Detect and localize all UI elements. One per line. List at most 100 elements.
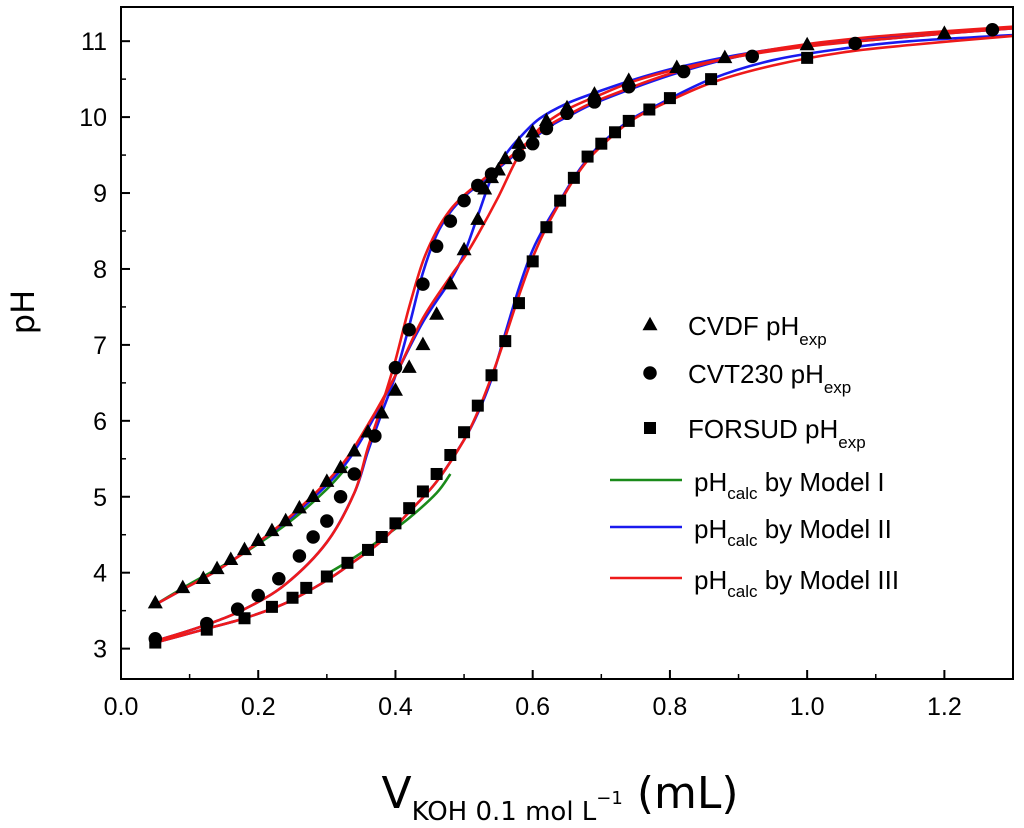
cvdf-point	[333, 459, 349, 474]
x-axis-label: VKOH 0.1 mol L−1 (mL)	[381, 768, 738, 827]
forsud-point	[609, 126, 622, 139]
x-tick-label: 1.0	[790, 693, 825, 721]
y-tick-label: 9	[93, 180, 107, 208]
cvdf-point	[717, 49, 733, 64]
cvt230-point	[622, 79, 636, 94]
forsud-point	[362, 543, 375, 556]
forsud-point	[403, 502, 416, 515]
cvt230-point	[333, 490, 348, 504]
legend: CVDF pHexp CVT230 pHexp FORSUD pHexp pHcalc…	[610, 311, 899, 601]
x-tick-label: 1.2	[927, 693, 962, 721]
legend-marker-forsud	[644, 422, 656, 434]
cvt230-point	[368, 429, 382, 443]
x-label-unit: (mL)	[623, 768, 739, 819]
cvdf-point	[291, 499, 307, 514]
cvt230-point	[388, 360, 403, 375]
forsud-point	[458, 426, 471, 439]
cvdf-point	[264, 522, 280, 537]
cvt230-point	[429, 239, 444, 253]
x-tick-label: 0.4	[378, 693, 413, 721]
cvdf-point	[147, 594, 163, 609]
experimental-markers	[147, 23, 1000, 649]
cvt230-point	[251, 588, 265, 603]
y-tick-label: 3	[93, 636, 107, 664]
cvdf-point	[429, 306, 445, 320]
forsud-point	[801, 51, 814, 64]
forsud-point	[300, 581, 313, 594]
cvdf-point	[538, 112, 554, 127]
forsud-point	[663, 92, 676, 105]
legend-label: CVDF pHexp	[688, 311, 827, 349]
forsud-point	[149, 636, 162, 649]
forsud-point	[595, 137, 608, 150]
y-tick-label: 4	[93, 560, 107, 588]
cvt230-point	[306, 530, 320, 544]
cvt230-point	[560, 106, 574, 121]
cvt230-point	[676, 64, 691, 79]
cvt230-point	[416, 277, 430, 291]
cvdf-point	[250, 532, 266, 547]
forsud-point	[485, 369, 498, 382]
cvdf-point	[415, 336, 431, 351]
legend-label: pHcalc by Model I	[694, 467, 885, 503]
y-tick-label: 11	[81, 28, 107, 56]
legend-marker-cvt230	[643, 366, 657, 380]
cvdf-point	[374, 404, 390, 419]
x-tick-label: 0.6	[515, 693, 550, 721]
forsud-point	[416, 485, 429, 498]
forsud-point	[705, 73, 718, 86]
model-2-curve-3	[154, 33, 1014, 644]
cvdf-point	[936, 25, 952, 39]
forsud-point	[643, 103, 656, 116]
cvt230-point	[347, 467, 362, 481]
cvt230-point	[292, 549, 307, 563]
cvdf-point	[586, 86, 602, 100]
cvdf-point	[401, 359, 417, 373]
cvdf-point	[278, 512, 294, 527]
cvdf-point	[195, 570, 211, 585]
forsud-point	[341, 556, 354, 569]
axis-ticks: 0.0 0.2 0.4 0.6 0.8 1.0 1.2 3 4 5 6 7 8 9 10 11	[79, 28, 1014, 721]
legend-label: pHcalc by Model II	[694, 514, 892, 550]
y-tick-label: 6	[93, 408, 107, 436]
forsud-point	[540, 221, 553, 234]
x-label-sup: −1	[596, 788, 623, 809]
cvt230-point	[587, 95, 602, 109]
cvt230-point	[539, 121, 554, 136]
forsud-point	[389, 517, 402, 530]
cvdf-point	[497, 150, 513, 165]
cvdf-point	[442, 275, 458, 290]
forsud-point	[512, 297, 525, 310]
y-tick-label: 8	[93, 256, 107, 284]
cvdf-point	[175, 579, 191, 594]
x-label-main: V	[381, 768, 411, 819]
cvt230-point	[471, 178, 485, 193]
forsud-point	[471, 399, 484, 412]
forsud-point	[499, 335, 512, 348]
forsud-point	[265, 600, 278, 613]
forsud-point	[320, 570, 333, 583]
legend-label: pHcalc by Model III	[694, 565, 899, 601]
x-label-sub: KOH 0.1 mol L	[412, 797, 597, 827]
cvt230-point	[985, 23, 1000, 37]
x-tick-label: 0.8	[653, 693, 688, 721]
y-tick-label: 10	[79, 104, 107, 132]
y-tick-label: 5	[93, 484, 107, 512]
cvdf-point	[305, 488, 321, 503]
model-2-curve-2	[154, 26, 1014, 643]
forsud-point	[200, 623, 213, 636]
cvdf-point	[470, 211, 486, 225]
forsud-point	[554, 194, 567, 207]
cvt230-point	[848, 36, 862, 51]
legend-marker-cvdf	[642, 316, 658, 331]
cvdf-point	[511, 135, 527, 149]
x-tick-label: 0.2	[241, 693, 276, 721]
cvdf-point	[223, 551, 239, 566]
cvt230-point	[745, 49, 760, 64]
cvt230-point	[272, 572, 286, 586]
legend-label: FORSUD pHexp	[688, 414, 866, 452]
model-3-curve-3	[154, 34, 1014, 644]
cvt230-point	[484, 167, 499, 181]
plot-frame	[120, 6, 1014, 680]
